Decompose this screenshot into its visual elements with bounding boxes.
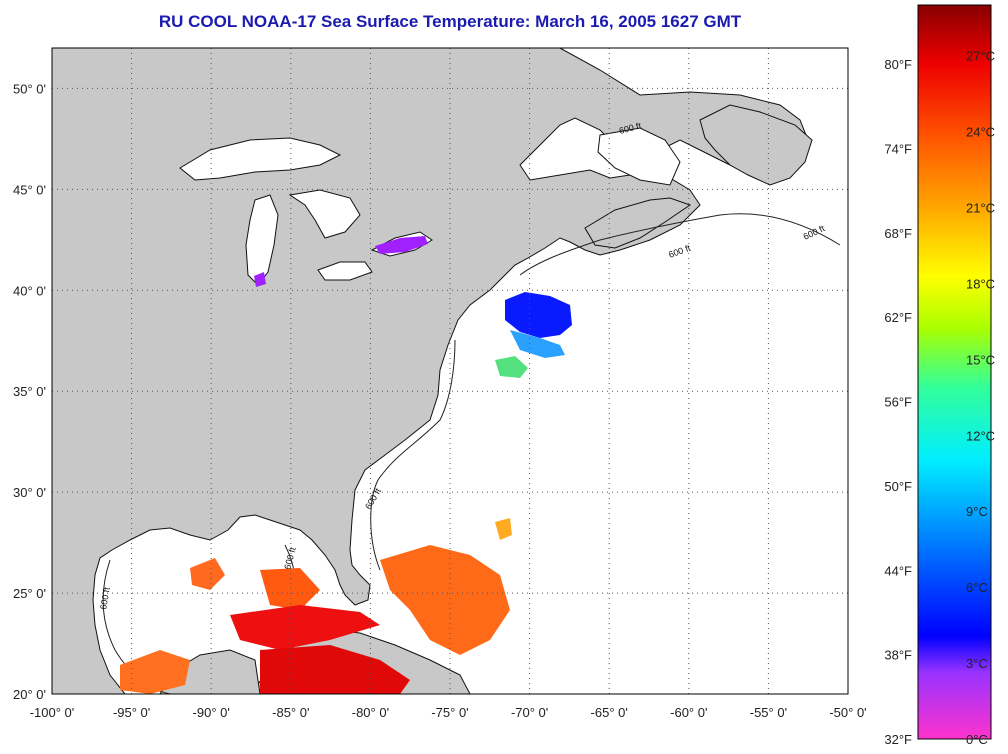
longitude-tick-label: -85° 0' bbox=[272, 705, 309, 720]
fahrenheit-tick-label: 32°F bbox=[884, 732, 912, 747]
fahrenheit-tick-label: 74°F bbox=[884, 141, 912, 156]
celsius-tick-label: 21°C bbox=[966, 200, 995, 215]
longitude-tick-label: -90° 0' bbox=[193, 705, 230, 720]
celsius-tick-label: 24°C bbox=[966, 125, 995, 140]
sst-patch-hatteras bbox=[495, 356, 528, 378]
sst-patch-gulf-central bbox=[260, 568, 320, 610]
sst-patch-offshore-orange bbox=[495, 518, 512, 540]
longitude-tick-labels: -100° 0' -95° 0' -90° 0' -85° 0' -80° 0' -75°… bbox=[30, 705, 867, 720]
fahrenheit-tick-label: 68°F bbox=[884, 226, 912, 241]
latitude-tick-labels: 20° 0' 25° 0' 30° 0' 35° 0' 40° 0' 45° 0' 50° … bbox=[13, 81, 46, 702]
longitude-tick-label: -50° 0' bbox=[829, 705, 866, 720]
fahrenheit-tick-label: 62°F bbox=[884, 310, 912, 325]
celsius-tick-label: 15°C bbox=[966, 352, 995, 367]
fahrenheit-tick-label: 44°F bbox=[884, 563, 912, 578]
map-title: RU COOL NOAA-17 Sea Surface Temperature:… bbox=[158, 12, 742, 31]
colorbar-scale bbox=[917, 4, 992, 740]
latitude-tick-label: 30° 0' bbox=[13, 485, 46, 500]
sst-patch-west-gulf bbox=[120, 650, 190, 694]
sst-patch-bahamas bbox=[380, 545, 510, 655]
celsius-tick-label: 18°C bbox=[966, 276, 995, 291]
map-frame bbox=[51, 47, 849, 695]
longitude-tick-label: -80° 0' bbox=[352, 705, 389, 720]
longitude-tick-label: -95° 0' bbox=[113, 705, 150, 720]
longitude-tick-label: -75° 0' bbox=[431, 705, 468, 720]
latitude-tick-label: 50° 0' bbox=[13, 81, 46, 96]
fahrenheit-tick-label: 56°F bbox=[884, 395, 912, 410]
latitude-tick-label: 20° 0' bbox=[13, 687, 46, 702]
celsius-tick-label: 12°C bbox=[966, 428, 995, 443]
celsius-tick-label: 6°C bbox=[966, 580, 988, 595]
gulf-st-lawrence bbox=[597, 127, 681, 186]
celsius-tick-label: 3°C bbox=[966, 656, 988, 671]
longitude-tick-label: -55° 0' bbox=[750, 705, 787, 720]
celsius-tick-label: 0°C bbox=[966, 732, 988, 747]
colorbar-celsius-labels: 0°C 3°C 6°C 9°C 12°C 15°C 18°C 21°C 24°C 27°C bbox=[966, 49, 995, 747]
sst-patch-gulf-east bbox=[190, 558, 225, 590]
latitude-tick-label: 45° 0' bbox=[13, 182, 46, 197]
longitude-tick-label: -100° 0' bbox=[30, 705, 75, 720]
latitude-tick-label: 35° 0' bbox=[13, 384, 46, 399]
sst-patch-midatlantic bbox=[510, 330, 565, 358]
sst-patch-lake-michigan bbox=[254, 272, 266, 287]
celsius-tick-label: 9°C bbox=[966, 504, 988, 519]
land-nova-scotia bbox=[584, 197, 692, 249]
contour-label: 600 ft bbox=[98, 586, 112, 610]
colorbar-fahrenheit-labels: 32°F 38°F 44°F 50°F 56°F 62°F 68°F 74°F 80°F bbox=[884, 57, 912, 747]
fahrenheit-tick-label: 50°F bbox=[884, 479, 912, 494]
lake-huron bbox=[288, 189, 361, 239]
fahrenheit-tick-label: 80°F bbox=[884, 57, 912, 72]
latitude-tick-label: 40° 0' bbox=[13, 283, 46, 298]
longitude-tick-label: -60° 0' bbox=[670, 705, 707, 720]
latitude-tick-label: 25° 0' bbox=[13, 586, 46, 601]
sst-patch-caribbean bbox=[260, 645, 410, 694]
sst-patch-gulf-stream-north bbox=[505, 292, 572, 338]
longitude-tick-label: -65° 0' bbox=[591, 705, 628, 720]
sst-patches bbox=[120, 236, 572, 694]
lake-superior bbox=[179, 137, 342, 181]
lake-ontario bbox=[317, 261, 373, 281]
fahrenheit-tick-label: 38°F bbox=[884, 648, 912, 663]
sst-patch-florida-straits bbox=[230, 605, 380, 650]
celsius-tick-label: 27°C bbox=[966, 49, 995, 64]
sst-patch-lake-erie bbox=[375, 236, 428, 254]
land-newfoundland bbox=[699, 104, 813, 186]
longitude-tick-label: -70° 0' bbox=[511, 705, 548, 720]
